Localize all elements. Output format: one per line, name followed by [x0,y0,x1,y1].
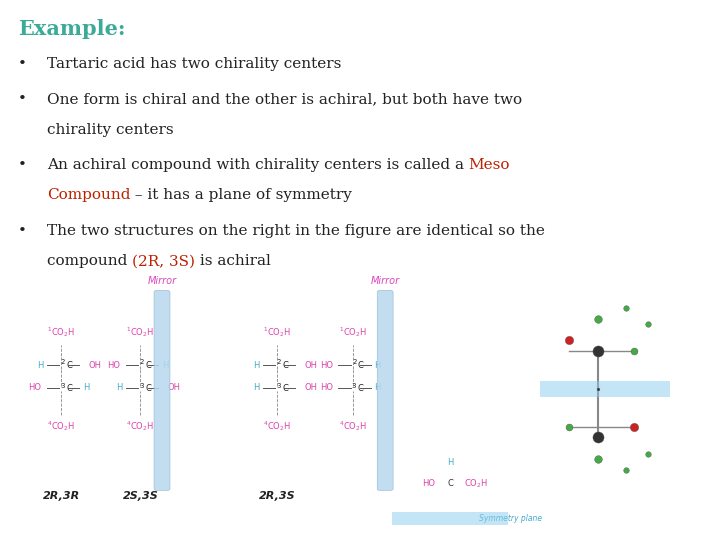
Text: 2: 2 [352,359,356,365]
Text: C: C [66,384,72,393]
Text: C: C [447,479,453,488]
Text: H: H [374,361,381,370]
FancyBboxPatch shape [392,512,508,525]
Text: H: H [37,361,43,370]
Text: •: • [18,57,27,71]
Text: Tartaric acid has two chirality centers: Tartaric acid has two chirality centers [47,57,341,71]
Text: C: C [66,361,72,370]
Text: H: H [447,458,453,467]
Text: 2R,3R: 2R,3R [42,491,80,502]
Text: OH: OH [305,383,318,393]
FancyBboxPatch shape [540,381,670,397]
Text: H: H [162,361,168,370]
Text: 2: 2 [276,359,281,365]
Text: 3: 3 [60,383,65,389]
Text: OH: OH [89,361,102,370]
Text: C: C [282,384,288,393]
Text: $\mathsf{^1CO_2H}$: $\mathsf{^1CO_2H}$ [339,325,366,339]
Text: $\mathsf{^4CO_2H}$: $\mathsf{^4CO_2H}$ [264,418,291,433]
Text: $\mathsf{^1CO_2H}$: $\mathsf{^1CO_2H}$ [264,325,291,339]
Text: 2: 2 [60,359,65,365]
Text: Example:: Example: [18,19,125,39]
Text: CO$_2$H: CO$_2$H [464,477,488,490]
Text: OH: OH [168,383,181,393]
Text: 2: 2 [140,359,144,365]
Text: C: C [145,361,151,370]
Text: $\mathsf{^1CO_2H}$: $\mathsf{^1CO_2H}$ [127,325,154,339]
Text: is achiral: is achiral [195,254,271,268]
Text: HO: HO [423,479,436,488]
Text: HO: HO [107,361,120,370]
Text: $\mathsf{^4CO_2H}$: $\mathsf{^4CO_2H}$ [48,418,75,433]
Text: Symmetry plane: Symmetry plane [479,514,542,523]
Text: $\mathsf{^1CO_2H}$: $\mathsf{^1CO_2H}$ [48,325,75,339]
Text: H: H [374,383,381,393]
Text: Mirror: Mirror [371,275,400,286]
Text: An achiral compound with chirality centers is called a: An achiral compound with chirality cente… [47,158,469,172]
Text: HO: HO [320,383,333,393]
Text: compound: compound [47,254,132,268]
Text: 2S,3S: 2S,3S [122,491,158,502]
Text: C: C [358,361,364,370]
Text: – it has a plane of symmetry: – it has a plane of symmetry [130,188,352,202]
FancyBboxPatch shape [377,291,393,490]
Text: H: H [116,383,122,393]
Text: HO: HO [320,361,333,370]
FancyBboxPatch shape [154,291,170,490]
Text: C: C [282,361,288,370]
Text: (2R, 3S): (2R, 3S) [132,254,195,268]
Text: •: • [18,224,27,238]
Text: The two structures on the right in the figure are identical so the: The two structures on the right in the f… [47,224,544,238]
Text: HO: HO [28,383,41,393]
Text: 3: 3 [140,383,144,389]
Text: C: C [358,384,364,393]
Text: $\mathsf{^4CO_2H}$: $\mathsf{^4CO_2H}$ [127,418,154,433]
Text: H: H [253,383,259,393]
Text: chirality centers: chirality centers [47,123,174,137]
Text: 3: 3 [352,383,356,389]
Text: H: H [83,383,89,393]
Text: Meso: Meso [469,158,510,172]
Text: Compound: Compound [47,188,130,202]
Text: OH: OH [305,361,318,370]
Text: $\mathsf{^4CO_2H}$: $\mathsf{^4CO_2H}$ [339,418,366,433]
Text: •: • [18,92,27,106]
Text: One form is chiral and the other is achiral, but both have two: One form is chiral and the other is achi… [47,92,522,106]
Text: 2R,3S: 2R,3S [259,491,295,502]
Text: •: • [18,158,27,172]
Text: Mirror: Mirror [148,275,176,286]
Text: C: C [145,384,151,393]
Text: 3: 3 [276,383,281,389]
Text: H: H [253,361,259,370]
